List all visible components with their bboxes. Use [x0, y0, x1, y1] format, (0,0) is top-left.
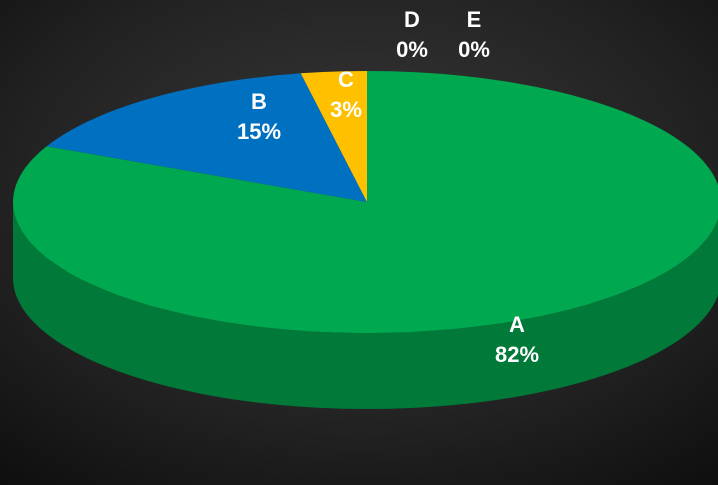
slice-value-label: 15%	[237, 119, 281, 144]
slice-value-label: 0%	[396, 37, 428, 62]
slice-value-label: 0%	[458, 37, 490, 62]
slice-label: C	[338, 67, 354, 92]
slice-value-label: 82%	[495, 342, 539, 367]
slice-label: D	[404, 7, 420, 32]
slice	[46, 73, 367, 202]
slice	[300, 71, 367, 202]
slice	[13, 71, 718, 333]
slice-label: E	[467, 7, 482, 32]
slice-label: B	[251, 89, 267, 114]
slice-label: A	[509, 312, 525, 337]
slice-value-label: 3%	[330, 97, 362, 122]
slice-side	[13, 202, 718, 409]
